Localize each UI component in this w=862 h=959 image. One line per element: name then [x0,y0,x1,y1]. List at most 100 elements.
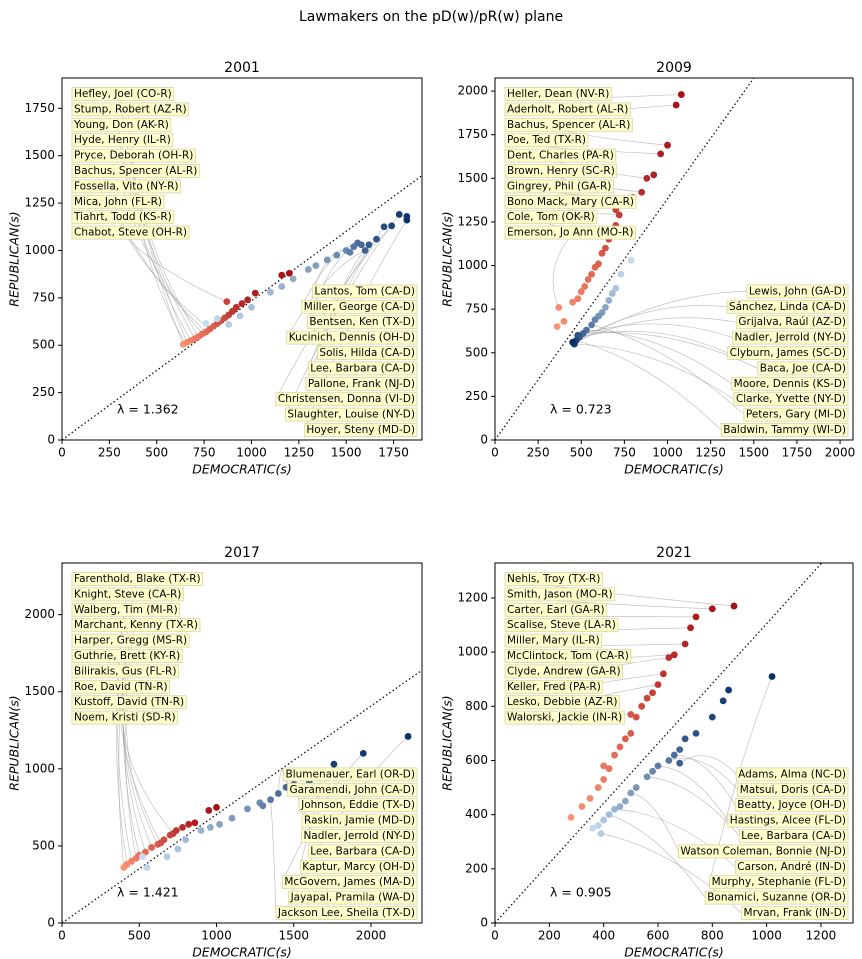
point [278,283,286,290]
lawmaker-label: Cole, Tom (OK-R) [507,211,595,223]
lawmaker-label: Matsui, Doris (CA-D) [740,784,846,796]
point [594,822,602,829]
label-box [720,423,849,437]
lawmaker-label: Miller, Mary (IL-R) [507,635,600,647]
point [687,624,694,632]
label-box [286,330,418,345]
x-tick-label: 600 [647,929,670,943]
x-tick-label: 1000 [751,929,782,943]
axes-frame [61,562,423,924]
point [660,670,667,678]
label-box [285,407,418,422]
label-box [504,649,632,663]
lawmaker-label: Clarke, Yvette (NY-D) [736,393,846,405]
x-tick-label: 0 [58,446,66,460]
label-box [281,875,418,890]
point [657,150,665,158]
x-tick-label: 500 [145,446,168,460]
point [578,803,586,810]
connector [679,755,737,775]
connector [120,223,211,330]
lawmaker-label: Roe, David (TN-R) [74,681,168,693]
label-box [71,618,201,633]
point [274,790,282,797]
y-axis-label: REPUBLICAN(s) [440,695,455,790]
x-tick-label: 0 [58,929,66,943]
y-tick-label: 600 [465,753,488,767]
point [238,300,246,307]
point [692,613,700,621]
point [251,289,259,297]
label-box [303,423,418,437]
point [225,320,233,328]
lawmaker-label: Solis, Hilda (CA-D) [319,347,415,359]
point [574,295,582,303]
lawmaker-label: Kustoff, David (TN-R) [74,696,184,708]
label-box [727,813,849,828]
connector [128,238,227,302]
connector [575,305,727,341]
axes-frame [494,562,854,924]
lawmaker-label: Smith, Jason (MO-R) [507,588,613,600]
point [395,211,403,218]
lawmaker-label: Hoyer, Steny (MD-D) [306,424,415,436]
point [163,853,171,861]
point [213,315,221,323]
lawmaker-label: Raskin, Jamie (MD-D) [304,815,415,827]
x-tick-label: 500 [128,929,151,943]
lawmaker-label: Noem, Kristi (SD-R) [74,712,176,724]
lawmaker-label: Johnson, Eddie (TX-D) [300,799,415,811]
label-box [305,376,418,391]
point [160,836,168,844]
x-tick-label: 200 [538,929,561,943]
lawmaker-label: Bilirakis, Gus (FL-R) [74,665,176,677]
y-tick-label: 1500 [457,171,488,185]
lawmaker-label: Christensen, Donna (VI-D) [278,393,415,405]
lawmaker-label: Carson, André (IN-D) [737,861,846,873]
y-tick-label: 1500 [24,148,55,162]
x-axis-label: DEMOCRATIC(s) [624,462,724,477]
y-tick-label: 1000 [24,243,55,257]
point [591,316,599,324]
y-tick-label: 1500 [24,684,55,698]
label-box [288,890,418,905]
lawmaker-label: Jayapal, Pramila (WA-D) [290,892,415,904]
point [388,222,396,230]
label-box [737,782,849,797]
axes-frame [494,77,854,441]
label-box [504,87,612,101]
label-box [757,361,849,376]
y-tick-label: 2000 [457,84,488,98]
connector [270,799,277,914]
x-tick-label: 1250 [284,446,315,460]
y-tick-label: 1000 [457,645,488,659]
y-tick-label: 750 [32,290,55,304]
point [553,323,561,331]
lawmaker-label: Bachus, Spencer (AL-R) [507,119,630,131]
label-box [283,767,418,782]
x-tick-label: 0 [491,446,499,460]
point [643,773,651,781]
point [632,784,640,791]
point [365,241,373,249]
point [373,235,380,243]
lawmaker-label: Carter, Earl (GA-R) [507,604,605,616]
lawmaker-label: Miller, George (CA-D) [304,301,415,313]
point [223,298,231,306]
point [202,320,210,327]
lawmaker-label: Chabot, Steve (OH-R) [74,227,187,239]
point [312,262,320,270]
point [185,820,193,828]
point [650,171,658,179]
point [598,249,606,257]
connector [647,776,740,837]
point [725,686,732,694]
y-tick-label: 0 [480,916,488,930]
label-box [504,133,589,148]
lawmaker-label: Lee, Barbara (CA-D) [310,845,415,857]
point [670,751,678,759]
figure-title: Lawmakers on the pD(w)/pR(w) plane [299,9,563,25]
point [278,271,286,279]
label-box [71,572,203,586]
